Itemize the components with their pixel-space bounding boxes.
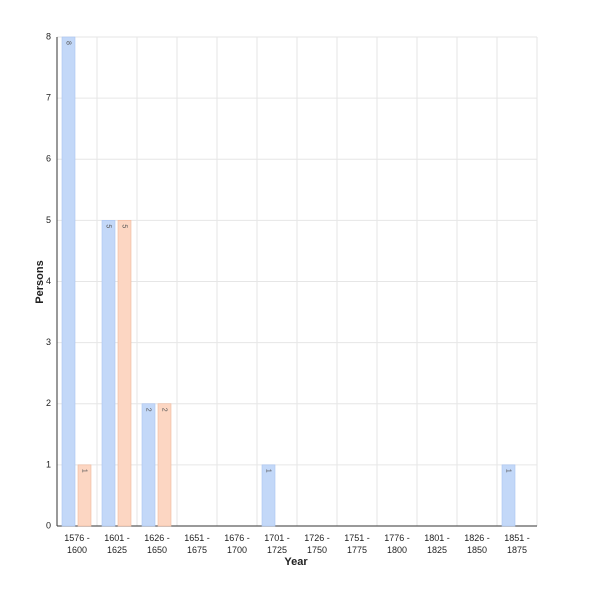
x-tick-label: 1576 - 1600 bbox=[64, 533, 90, 555]
y-axis-title: Persons bbox=[34, 260, 46, 303]
x-tick-label: 1676 - 1700 bbox=[224, 533, 250, 555]
y-tick-label: 6 bbox=[46, 154, 51, 164]
bar bbox=[117, 220, 132, 527]
y-tick-label: 8 bbox=[46, 31, 51, 41]
x-tick-label: 1626 - 1650 bbox=[144, 533, 170, 555]
x-tick-label: 1851 - 1875 bbox=[504, 533, 530, 555]
x-tick-label: 1601 - 1625 bbox=[104, 533, 130, 555]
bar-value-label: 1 bbox=[81, 469, 88, 473]
bar bbox=[61, 36, 76, 527]
bar-value-label: 1 bbox=[265, 469, 272, 473]
y-tick-label: 7 bbox=[46, 93, 51, 103]
bar bbox=[141, 403, 156, 527]
bar-value-label: 8 bbox=[65, 41, 72, 45]
bar bbox=[501, 464, 516, 527]
bar-value-label: 5 bbox=[105, 224, 112, 228]
bar bbox=[101, 220, 116, 527]
x-tick-label: 1651 - 1675 bbox=[184, 533, 210, 555]
x-tick-label: 1801 - 1825 bbox=[424, 533, 450, 555]
x-tick-label: 1726 - 1750 bbox=[304, 533, 330, 555]
x-tick-label: 1776 - 1800 bbox=[384, 533, 410, 555]
bar-value-label: 2 bbox=[145, 408, 152, 412]
x-tick-label: 1701 - 1725 bbox=[264, 533, 290, 555]
bar-value-label: 2 bbox=[161, 408, 168, 412]
y-tick-label: 3 bbox=[46, 337, 51, 347]
bar bbox=[261, 464, 276, 527]
y-tick-label: 4 bbox=[46, 276, 51, 286]
x-axis-title: Year bbox=[284, 556, 308, 568]
bar bbox=[157, 403, 172, 527]
y-tick-label: 1 bbox=[46, 459, 51, 469]
x-tick-label: 1826 - 1850 bbox=[464, 533, 490, 555]
bar bbox=[77, 464, 92, 527]
y-tick-label: 2 bbox=[46, 398, 51, 408]
y-tick-label: 5 bbox=[46, 215, 51, 225]
bar-value-label: 1 bbox=[505, 469, 512, 473]
x-tick-label: 1751 - 1775 bbox=[344, 533, 370, 555]
y-tick-label: 0 bbox=[46, 520, 51, 530]
bar-value-label: 5 bbox=[121, 224, 128, 228]
